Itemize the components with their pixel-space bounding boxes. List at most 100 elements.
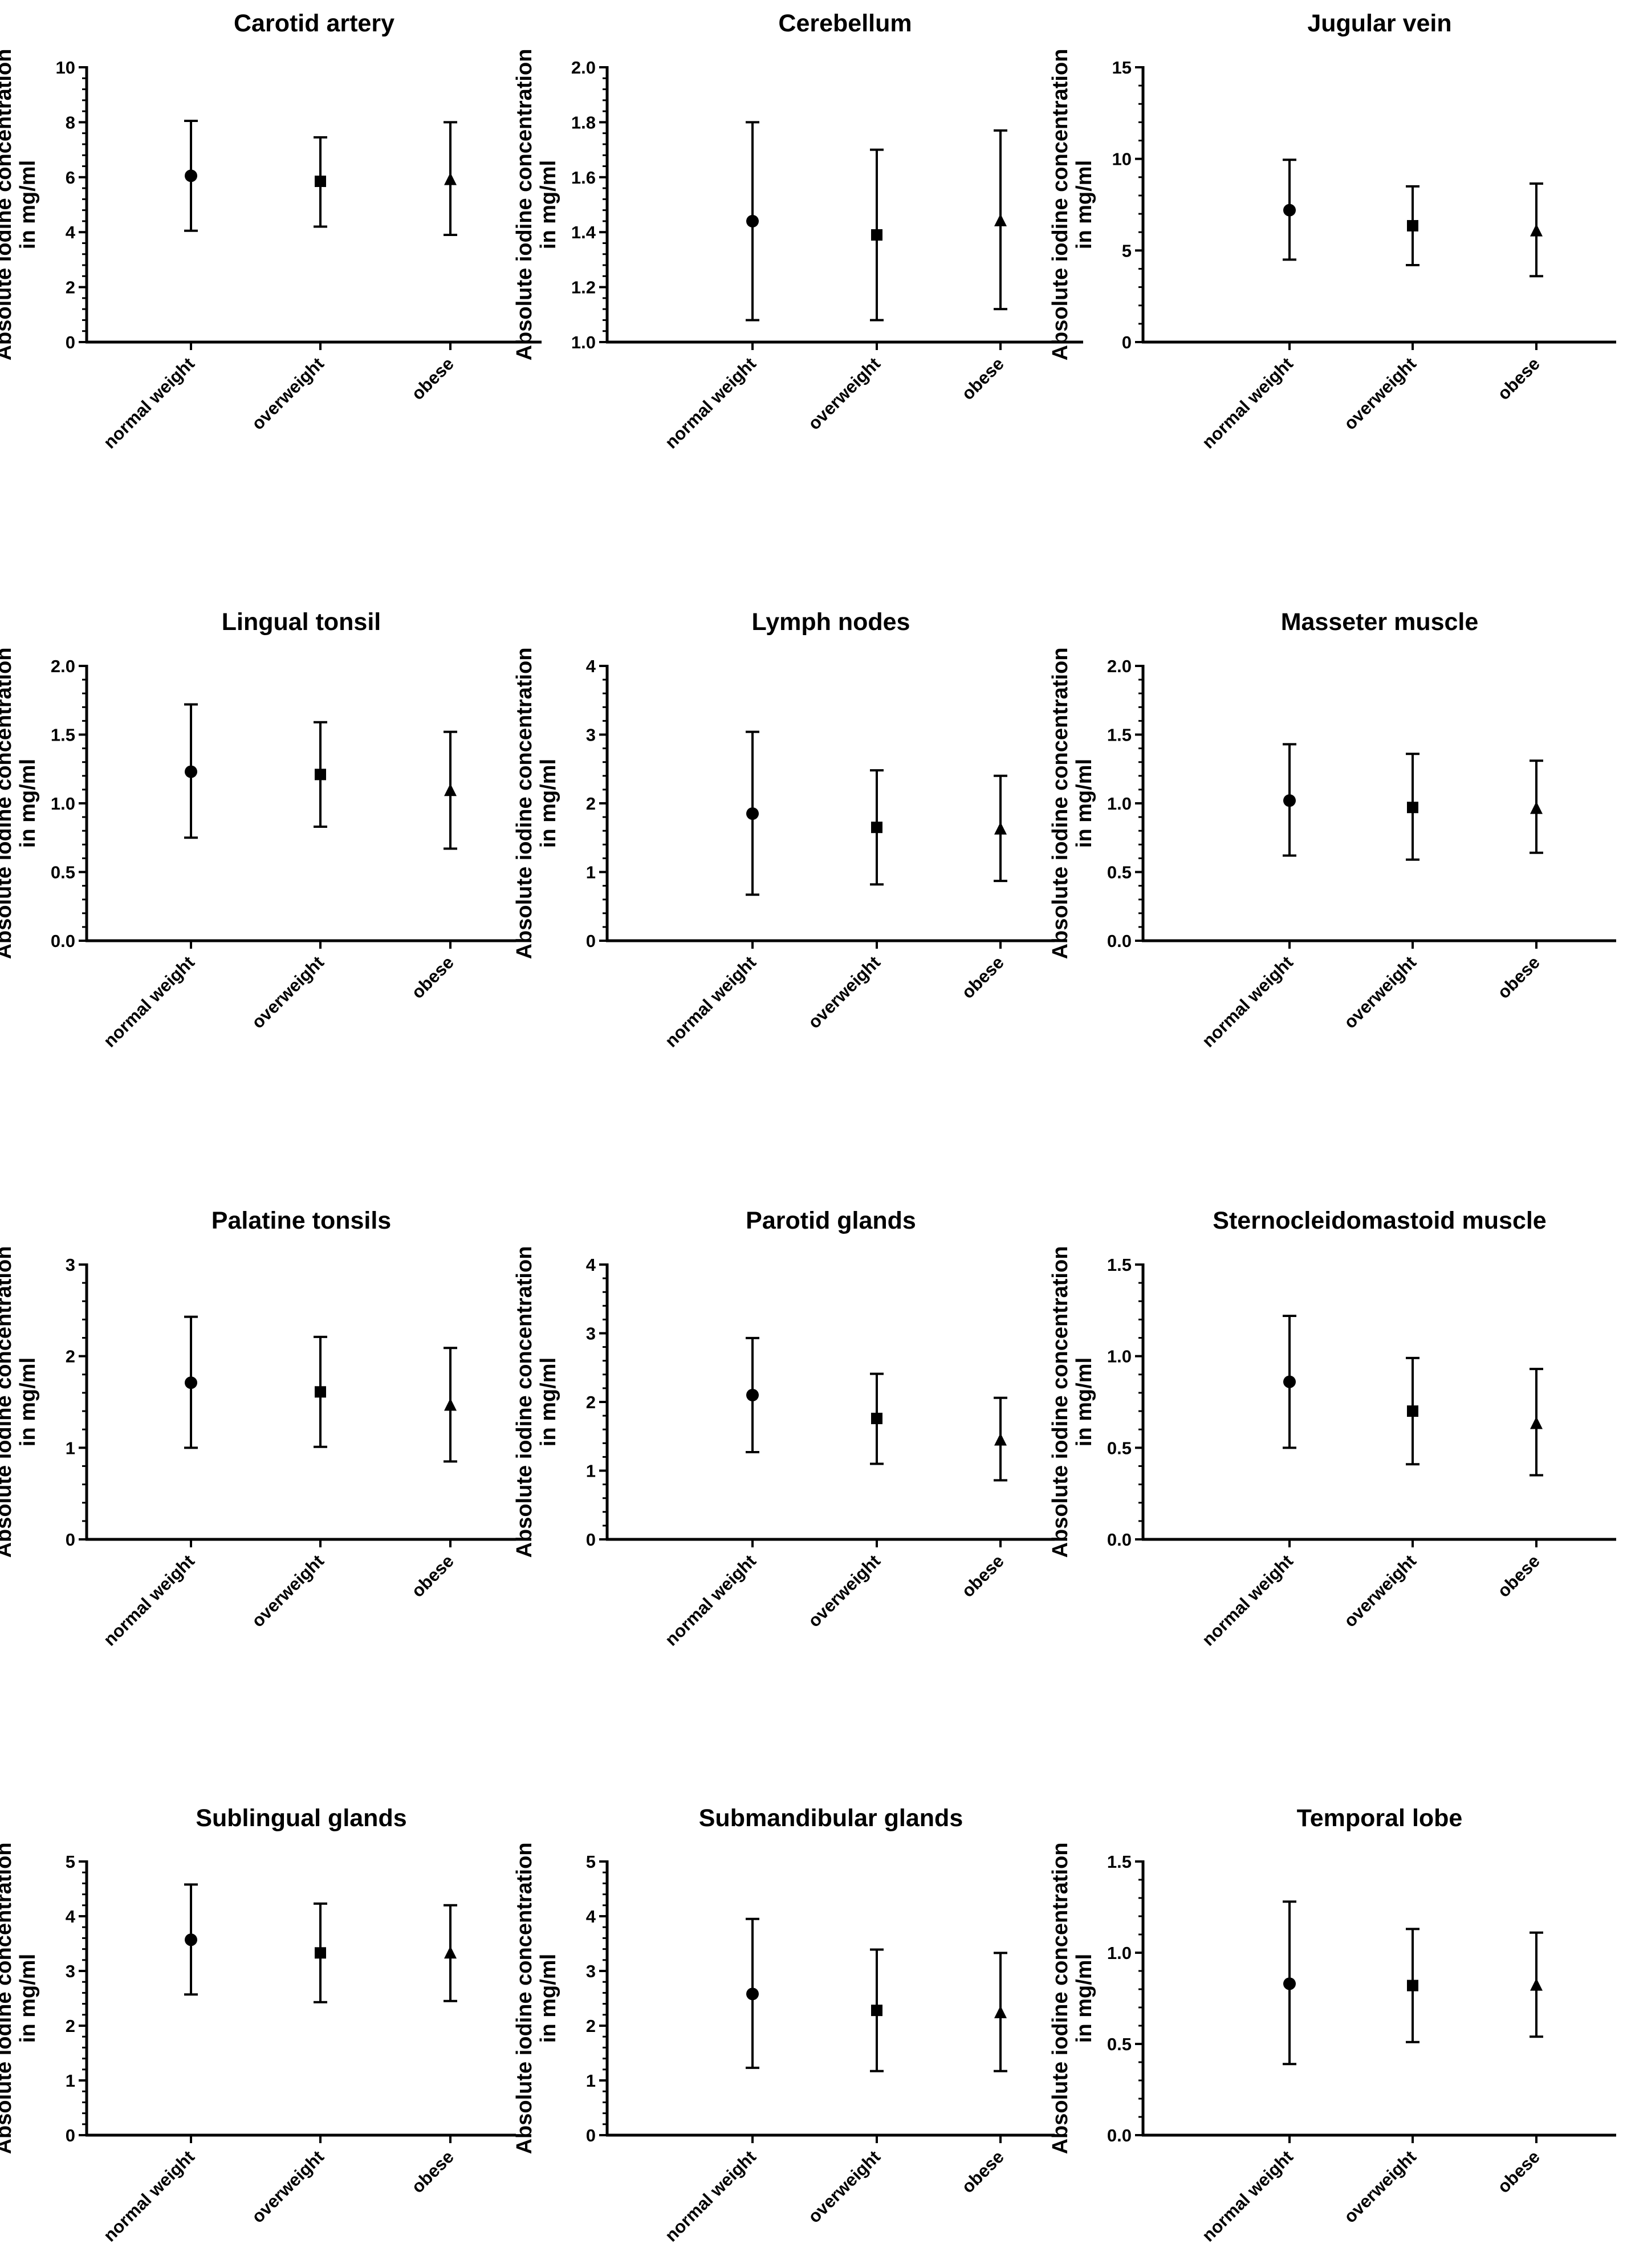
mean-point-normal-weight <box>746 1987 759 2001</box>
x-tick-label: overweight <box>804 952 884 1032</box>
y-axis-label-line1: Absolute iodine concentration <box>512 1246 536 1558</box>
y-tick-label: 5 <box>586 1852 596 1872</box>
x-tick-label: obese <box>408 952 458 1002</box>
x-tick-label: normal weight <box>1198 2147 1297 2245</box>
chart-panel-masseter-muscle: Masseter muscle Absolute iodine concentra… <box>1048 608 1616 1051</box>
y-tick-label: 1.0 <box>51 794 75 814</box>
x-tick-label: normal weight <box>100 2147 198 2245</box>
chart-title: Cerebellum <box>778 10 912 37</box>
x-tick-label: obese <box>958 952 1008 1002</box>
y-tick-label: 1 <box>586 863 596 883</box>
y-tick-label: 0.0 <box>1107 931 1132 951</box>
y-axis-label-line1: Absolute iodine concentration <box>0 1843 16 2155</box>
mean-point-overweight <box>315 1947 326 1959</box>
mean-point-obese <box>994 1433 1007 1446</box>
y-axis-label-line1: Absolute iodine concentration <box>1048 648 1072 960</box>
mean-point-obese <box>994 2005 1007 2018</box>
chart-panel-temporal-lobe: Temporal lobe Absolute iodine concentrati… <box>1048 1804 1616 2246</box>
x-tick-label: overweight <box>247 952 327 1032</box>
y-tick-label: 1.5 <box>1107 1255 1132 1275</box>
y-tick-label: 0.5 <box>51 863 75 883</box>
y-axis-label-line2: in mg/ml <box>1072 759 1096 848</box>
y-axis-label-line2: in mg/ml <box>1072 1954 1096 2043</box>
x-tick-label: obese <box>958 353 1008 404</box>
y-axis-label-line2: in mg/ml <box>16 1357 40 1446</box>
x-tick-label: normal weight <box>100 353 198 452</box>
x-tick-label: obese <box>958 2147 1008 2197</box>
y-tick-label: 1.4 <box>571 222 596 242</box>
y-tick-label: 2.0 <box>51 656 75 676</box>
y-axis-label-line2: in mg/ml <box>16 1954 40 2043</box>
chart-title: Parotid glands <box>746 1207 916 1234</box>
y-tick-label: 3 <box>586 1324 596 1344</box>
y-axis-label-line1: Absolute iodine concentration <box>1048 1246 1072 1558</box>
chart-title: Lymph nodes <box>752 608 910 636</box>
y-tick-label: 1.8 <box>571 112 596 132</box>
y-tick-label: 0 <box>1122 332 1132 352</box>
y-tick-label: 4 <box>586 1255 596 1275</box>
mean-point-overweight <box>1407 802 1418 814</box>
chart-panel-sublingual-glands: Sublingual glands Absolute iodine concent… <box>0 1804 516 2246</box>
y-axis-label-line2: in mg/ml <box>16 160 40 249</box>
mean-point-normal-weight <box>746 807 759 820</box>
y-axis-label-line1: Absolute iodine concentration <box>1048 49 1072 361</box>
y-tick-label: 3 <box>586 725 596 745</box>
y-axis-label-line2: in mg/ml <box>536 759 560 848</box>
y-tick-label: 4 <box>66 1907 76 1926</box>
y-tick-label: 0.0 <box>1107 1530 1132 1550</box>
x-tick-label: overweight <box>804 353 884 433</box>
y-tick-label: 10 <box>1112 149 1132 169</box>
mean-point-obese <box>444 783 457 796</box>
chart-panel-lingual-tonsil: Lingual tonsil Absolute iodine concentrat… <box>0 608 516 1051</box>
mean-point-obese <box>994 822 1007 835</box>
chart-title: Lingual tonsil <box>222 608 381 636</box>
y-tick-label: 0.5 <box>1107 1438 1132 1458</box>
y-tick-label: 4 <box>586 1907 596 1926</box>
chart-panel-palatine-tonsils: Palatine tonsils Absolute iodine concentr… <box>0 1207 516 1650</box>
x-tick-label: overweight <box>247 1551 327 1631</box>
y-tick-label: 1 <box>586 1461 596 1481</box>
y-tick-label: 2 <box>586 1392 596 1412</box>
y-tick-label: 2 <box>586 794 596 814</box>
y-tick-label: 0.0 <box>51 931 75 951</box>
y-tick-label: 2 <box>586 2016 596 2036</box>
mean-point-obese <box>444 172 457 185</box>
mean-point-overweight <box>315 1386 326 1398</box>
y-tick-label: 0 <box>586 1530 596 1550</box>
mean-point-normal-weight <box>1283 1375 1296 1388</box>
y-tick-label: 1.0 <box>1107 1347 1132 1367</box>
y-axis-label-line2: in mg/ml <box>16 759 40 848</box>
x-tick-label: normal weight <box>1198 353 1297 452</box>
x-tick-label: obese <box>1494 1551 1544 1601</box>
chart-panel-jugular-vein: Jugular vein Absolute iodine concentratio… <box>1048 10 1616 453</box>
x-tick-label: normal weight <box>661 2147 760 2245</box>
x-tick-label: normal weight <box>100 952 198 1051</box>
y-tick-label: 2.0 <box>1107 656 1132 676</box>
y-tick-label: 1.0 <box>571 332 596 352</box>
x-tick-label: normal weight <box>1198 952 1297 1051</box>
chart-title: Jugular vein <box>1307 10 1451 37</box>
y-axis-label-line2: in mg/ml <box>536 160 560 249</box>
y-axis-label-line1: Absolute iodine concentration <box>512 49 536 361</box>
y-axis-label-line1: Absolute iodine concentration <box>512 1843 536 2155</box>
y-axis-label-line2: in mg/ml <box>536 1357 560 1446</box>
x-tick-label: overweight <box>247 353 327 433</box>
chart-panel-carotid-artery: Carotid artery Absolute iodine concentrat… <box>0 10 542 453</box>
y-axis-label-line1: Absolute iodine concentration <box>1048 1843 1072 2155</box>
y-tick-label: 15 <box>1112 58 1132 78</box>
mean-point-normal-weight <box>1283 794 1296 807</box>
y-tick-label: 0 <box>586 2125 596 2145</box>
y-tick-label: 5 <box>66 1852 75 1872</box>
y-tick-label: 0.0 <box>1107 2125 1132 2145</box>
chart-panel-lymph-nodes: Lymph nodes Absolute iodine concentration… <box>512 608 1055 1051</box>
x-tick-label: normal weight <box>661 1551 760 1649</box>
y-axis-label-line2: in mg/ml <box>1072 1357 1096 1446</box>
chart-title: Sublingual glands <box>196 1804 406 1832</box>
mean-point-overweight <box>315 769 326 781</box>
y-tick-label: 2 <box>66 2016 75 2036</box>
mean-point-overweight <box>871 1412 882 1424</box>
